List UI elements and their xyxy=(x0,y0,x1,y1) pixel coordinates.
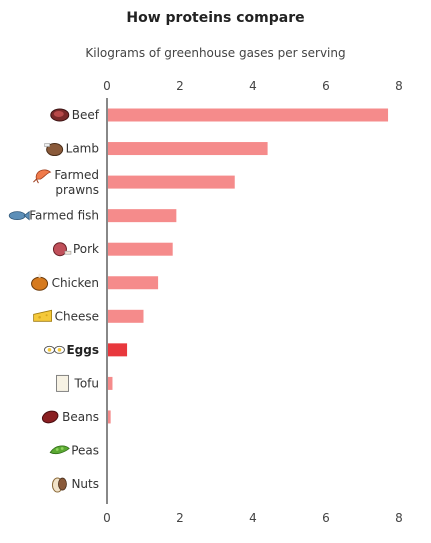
x-tick-label-top: 6 xyxy=(322,79,330,93)
category-label: Pork xyxy=(73,242,99,256)
bar-tofu xyxy=(107,376,113,390)
x-tick-label-bottom: 0 xyxy=(103,511,111,525)
fish-icon xyxy=(8,210,30,221)
chart-subtitle: Kilograms of greenhouse gases per servin… xyxy=(85,46,346,60)
x-tick-label-bottom: 2 xyxy=(176,511,184,525)
bar-beans xyxy=(107,410,111,424)
x-tick-label-bottom: 6 xyxy=(322,511,330,525)
category-label: Lamb xyxy=(66,142,99,156)
cheese-icon xyxy=(33,309,53,322)
bar-beef xyxy=(107,108,389,122)
bar-farmed-prawns xyxy=(107,175,235,189)
chart-title: How proteins compare xyxy=(126,10,305,26)
category-label: Nuts xyxy=(71,477,99,491)
beans-icon xyxy=(41,410,59,424)
category-label: Chicken xyxy=(52,276,99,290)
category-label: Beans xyxy=(62,410,99,424)
steak-icon xyxy=(50,108,70,122)
x-tick-label-top: 0 xyxy=(103,79,111,93)
x-tick-label-bottom: 4 xyxy=(249,511,257,525)
category-label: Farmed prawns xyxy=(54,168,99,197)
lamb-icon xyxy=(44,143,64,157)
x-tick-label-top: 4 xyxy=(249,79,257,93)
bar-farmed-fish xyxy=(107,209,177,223)
category-label: Beef xyxy=(72,108,100,122)
x-tick-label-top: 8 xyxy=(395,79,403,93)
prawn-icon xyxy=(33,169,52,184)
bar-cheese xyxy=(107,309,144,323)
category-label: Farmed fish xyxy=(29,209,99,223)
category-label: Tofu xyxy=(74,376,99,390)
bar-pork xyxy=(107,242,173,256)
x-tick-label-top: 2 xyxy=(176,79,184,93)
eggs-icon xyxy=(44,345,65,354)
bar-lamb xyxy=(107,142,268,156)
x-tick-label-bottom: 8 xyxy=(395,511,403,525)
tofu-icon xyxy=(56,374,69,392)
nuts-icon xyxy=(51,477,67,493)
category-label: Peas xyxy=(71,444,99,458)
ham-icon xyxy=(52,242,72,257)
peas-icon xyxy=(49,445,70,455)
bar-chicken xyxy=(107,276,159,290)
category-label: Eggs xyxy=(66,343,99,357)
bar-eggs xyxy=(107,343,128,357)
roast-chicken-icon xyxy=(31,273,49,291)
category-label: Cheese xyxy=(55,309,99,323)
